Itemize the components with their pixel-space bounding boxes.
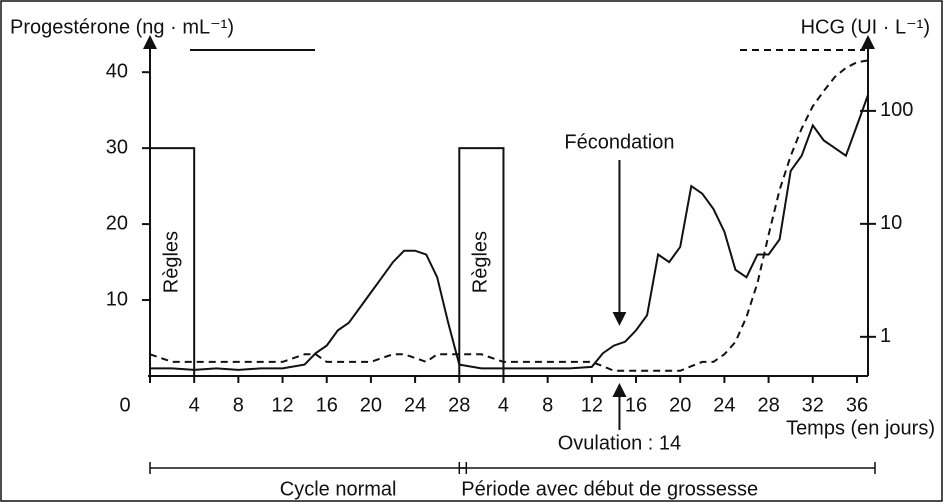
x-tick-label: 28	[757, 394, 779, 416]
y2-tick-label: 10	[880, 212, 902, 234]
x-tick-label: 36	[846, 394, 868, 416]
series-line	[150, 94, 869, 371]
x-tick-label: 28	[448, 394, 470, 416]
period-box	[458, 147, 505, 377]
x-axis-label: Temps (en jours)	[786, 417, 935, 439]
period-box	[149, 147, 196, 377]
y-tick-label: 10	[106, 288, 128, 310]
annotation-text: Fécondation	[564, 131, 674, 153]
x-tick-label: 16	[625, 394, 647, 416]
y-tick-label: 40	[106, 60, 128, 82]
y-tick-label: 30	[106, 136, 128, 158]
period-label: Règles	[470, 231, 492, 293]
legend-label: HCG (UI · L⁻¹)	[801, 16, 930, 38]
series-line	[149, 59, 869, 372]
x-tick-label: 4	[498, 394, 509, 416]
x-tick-label: 32	[802, 394, 824, 416]
x-tick-label: 24	[404, 394, 426, 416]
y2-tick-label: 1	[880, 325, 891, 347]
x-tick-label: 12	[271, 394, 293, 416]
y2-tick-label: 100	[880, 99, 913, 121]
legend-label: Progestérone (ng · mL⁻¹)	[10, 16, 234, 38]
x-tick-label: 12	[581, 394, 603, 416]
x-tick-label: 16	[316, 394, 338, 416]
period-label: Règles	[160, 231, 182, 293]
x-tick-label: 20	[360, 394, 382, 416]
x-tick-label: 8	[542, 394, 553, 416]
phase-label: Cycle normal	[280, 478, 397, 500]
x-tick-label: 20	[669, 394, 691, 416]
x-tick-label: 0	[119, 394, 130, 416]
annotation-text: Ovulation : 14	[558, 432, 681, 454]
x-tick-label: 4	[189, 394, 200, 416]
x-tick-label: 24	[713, 394, 735, 416]
phase-label: Période avec début de grossesse	[461, 478, 758, 500]
x-tick-label: 8	[233, 394, 244, 416]
y-tick-label: 20	[106, 212, 128, 234]
